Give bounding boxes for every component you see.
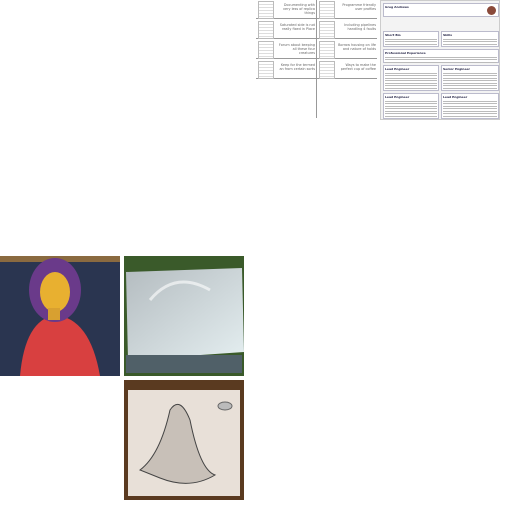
resume-section: Short Bio: [383, 31, 439, 47]
text-line: [385, 75, 437, 76]
resume-thumbnail[interactable]: Greg Andrews Short Bio Skills Professional…: [380, 0, 500, 120]
text-line: [443, 41, 497, 42]
text-line: [443, 43, 497, 45]
resume-section: Professional Experience: [383, 49, 499, 63]
text-line: [443, 100, 497, 102]
text-line: [443, 115, 497, 117]
cell-thumbnail: [319, 1, 335, 19]
banana-drawing[interactable]: [124, 380, 244, 500]
cell-thumbnail: [258, 1, 274, 19]
text-line: [385, 72, 437, 74]
section-title: Lead Engineer: [443, 95, 468, 99]
text-line: [385, 115, 437, 117]
resume-section: Senior Engineer: [441, 65, 499, 91]
resume-header: Greg Andrews: [383, 3, 499, 17]
text-line: [443, 77, 497, 79]
resume-section: Lead Engineer: [383, 93, 439, 119]
cell-text: Keep for the termed an from certain sort…: [279, 63, 315, 71]
grid-cell[interactable]: Forum about keeping all these four creat…: [256, 40, 316, 59]
section-title: Lead Engineer: [385, 67, 410, 71]
cell-text: Including pipelines handling 4 faults: [344, 23, 376, 31]
portrait-painting[interactable]: [0, 256, 120, 376]
text-line: [385, 85, 437, 86]
text-line: [443, 82, 497, 84]
text-line: [385, 113, 437, 114]
thumbnail-grid: Documenting with very less of replica th…: [256, 0, 377, 118]
text-line: [385, 77, 437, 79]
text-line: [385, 108, 437, 109]
cell-text: Saturated side is not really fixed in Pl…: [279, 23, 315, 31]
text-line: [443, 108, 497, 109]
cell-text: Forum about keeping all these four creat…: [278, 43, 315, 55]
text-line: [385, 82, 437, 84]
text-line: [443, 75, 497, 76]
text-line: [385, 41, 437, 42]
text-line: [385, 56, 497, 58]
text-line: [385, 80, 437, 81]
grid-divider: [316, 0, 317, 118]
grid-cell[interactable]: Programme friendly user profiles: [317, 0, 377, 19]
text-line: [443, 85, 497, 86]
section-title: Lead Engineer: [385, 95, 410, 99]
cell-thumbnail: [319, 21, 335, 39]
text-line: [443, 110, 497, 112]
grid-cell[interactable]: Including pipelines handling 4 faults: [317, 20, 377, 39]
grid-cell[interactable]: Documenting with very less of replica th…: [256, 0, 316, 19]
resume-section: Lead Engineer: [383, 65, 439, 91]
grid-cell[interactable]: Borrow housing on life and nature of hol…: [317, 40, 377, 59]
cell-text: Borrow housing on life and nature of hol…: [338, 43, 376, 51]
metal-sheet-photo[interactable]: [124, 256, 244, 376]
text-line: [385, 103, 437, 104]
cell-thumbnail: [258, 21, 274, 39]
cell-thumbnail: [319, 61, 335, 79]
text-line: [385, 110, 437, 112]
grid-cell[interactable]: Keep for the termed an from certain sort…: [256, 60, 316, 79]
cell-thumbnail: [258, 61, 274, 79]
text-line: [385, 61, 497, 63]
text-line: [443, 105, 497, 107]
cell-text: Ways to make the perfect cup of coffee: [340, 63, 376, 71]
text-line: [385, 59, 497, 60]
text-line: [443, 72, 497, 74]
grid-cell[interactable]: Saturated side is not really fixed in Pl…: [256, 20, 316, 39]
resume-name: Greg Andrews: [385, 5, 409, 9]
text-line: [443, 87, 497, 89]
resume-section: Skills: [441, 31, 499, 47]
section-title: Short Bio: [385, 33, 401, 37]
cell-thumbnail: [258, 41, 274, 59]
cell-text: Documenting with very less of replica th…: [283, 3, 315, 15]
section-title: Senior Engineer: [443, 67, 470, 71]
text-line: [385, 105, 437, 107]
resume-section: Lead Engineer: [441, 93, 499, 119]
text-line: [385, 43, 437, 45]
text-line: [385, 100, 437, 102]
grid-cell[interactable]: Ways to make the perfect cup of coffee: [317, 60, 377, 79]
text-line: [443, 103, 497, 104]
text-line: [443, 80, 497, 81]
text-line: [385, 87, 437, 89]
section-title: Professional Experience: [385, 51, 426, 55]
text-line: [443, 38, 497, 40]
text-line: [385, 38, 437, 40]
avatar: [487, 6, 496, 15]
section-title: Skills: [443, 33, 453, 37]
cell-thumbnail: [319, 41, 335, 59]
text-line: [443, 113, 497, 114]
cell-text: Programme friendly user profiles: [342, 3, 376, 11]
